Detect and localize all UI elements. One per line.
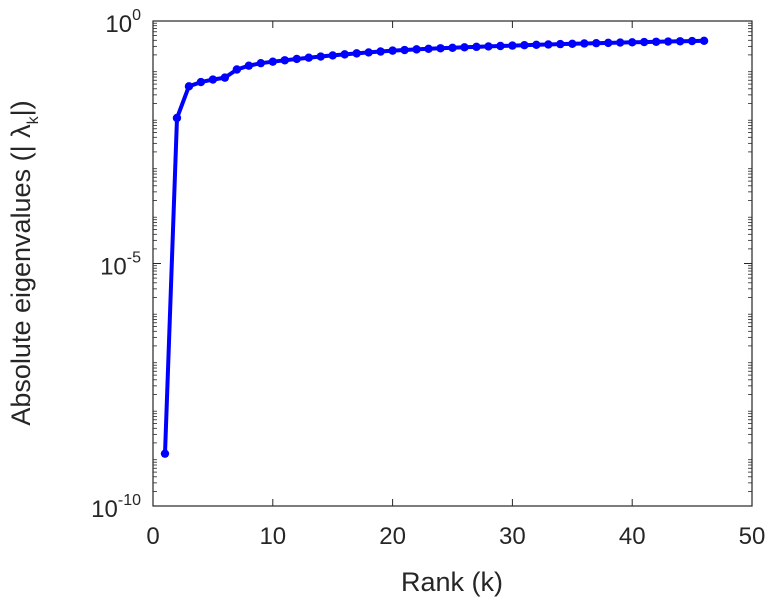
series-line: [163, 38, 705, 454]
data-point: [448, 43, 457, 53]
y-axis-title-gap: [6, 138, 36, 146]
data-point: [628, 38, 637, 47]
data-point: [460, 43, 469, 52]
y-tick-label-base: 10: [105, 11, 132, 38]
data-point: [364, 48, 373, 57]
data-point: [160, 449, 170, 458]
data-point: [172, 113, 182, 123]
data-point: [220, 73, 230, 82]
data-point: [568, 39, 577, 48]
y-axis-title: Absolute eigenvalues (| λk|): [6, 100, 42, 425]
y-tick-label-exponent: 0: [132, 7, 141, 24]
plot-area: [152, 20, 753, 507]
data-point: [208, 75, 218, 84]
data-point: [496, 41, 505, 51]
y-axis-title-symbol: λ: [6, 124, 36, 138]
data-point: [604, 38, 613, 48]
y-tick-label-base: 10: [91, 496, 118, 523]
data-point: [292, 54, 301, 64]
data-point: [651, 37, 661, 46]
data-point: [472, 42, 481, 52]
x-tick-label: 30: [499, 523, 526, 550]
data-point: [592, 38, 601, 48]
data-point: [520, 40, 529, 50]
data-point: [616, 38, 625, 47]
x-tick-label: 20: [379, 523, 406, 550]
y-tick-label-exponent: -5: [127, 250, 141, 267]
y-tick-label: 10-5: [100, 250, 141, 281]
data-point: [376, 47, 385, 56]
x-tick-label: 0: [146, 523, 159, 550]
data-point: [508, 41, 517, 50]
y-tick-label: 100: [105, 7, 141, 38]
data-point: [184, 82, 194, 91]
data-point: [484, 42, 493, 51]
x-axis-ticks: 0 10 20 30 40 50: [146, 21, 765, 550]
data-point: [556, 39, 565, 49]
data-point: [687, 36, 697, 46]
x-tick-label: 40: [619, 523, 646, 550]
data-point: [340, 50, 349, 59]
x-axis-title: Rank (k): [401, 567, 503, 597]
data-point: [232, 65, 242, 74]
data-point: [268, 57, 277, 66]
x-tick-label: 50: [739, 523, 766, 550]
y-axis-title-prefix: Absolute eigenvalues (|: [6, 145, 36, 425]
data-point: [436, 44, 445, 53]
data-point: [663, 37, 673, 46]
data-point: [256, 58, 266, 68]
data-point: [352, 49, 361, 58]
data-point: [388, 46, 397, 55]
y-tick-label-base: 10: [100, 254, 127, 281]
data-point: [400, 45, 409, 55]
data-point: [424, 44, 433, 54]
series-markers: [160, 36, 709, 458]
data-point: [304, 53, 313, 62]
y-tick-label-exponent: -10: [118, 492, 141, 509]
data-point: [412, 45, 421, 54]
y-axis-title-subscript: k: [25, 115, 42, 124]
data-point: [699, 36, 709, 46]
y-axis-title-suffix: |): [6, 100, 36, 116]
data-point: [580, 39, 589, 48]
data-point: [196, 77, 206, 87]
data-point: [328, 51, 337, 60]
x-tick-label: 10: [259, 523, 286, 550]
data-point: [280, 56, 289, 65]
data-point: [639, 37, 649, 47]
data-point: [532, 40, 541, 50]
data-point: [244, 61, 254, 70]
data-point: [675, 37, 685, 46]
data-point: [544, 40, 553, 49]
y-tick-label: 10-10: [91, 492, 141, 523]
data-point: [316, 52, 325, 61]
